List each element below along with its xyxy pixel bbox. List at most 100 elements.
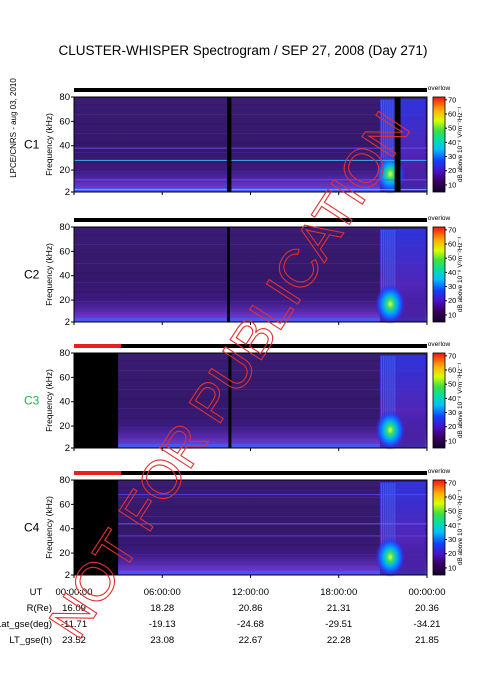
- colorbar: [432, 352, 446, 449]
- y-tick-label: 80: [59, 348, 70, 359]
- spacecraft-label: C2: [24, 268, 40, 282]
- emission-peak: [375, 537, 406, 577]
- colorbar-tick-label: 50: [448, 507, 456, 516]
- ephemeris-value: -11.71: [61, 619, 87, 630]
- y-tick-label: 2: [65, 187, 70, 198]
- panel-c3: overlow 2 20 40 60 80 Frequency (kHz) C3 10 20 30 4…: [24, 341, 464, 454]
- y-tick-label: 20: [59, 295, 70, 306]
- ephemeris-row-label: LT_gse(h): [9, 635, 52, 646]
- ephemeris-row-label: Lat_gse(deg): [0, 619, 52, 630]
- low-freq-band: [74, 553, 427, 575]
- ephemeris-value: 18.28: [150, 603, 174, 614]
- y-axis-label: Frequency (kHz): [44, 243, 54, 306]
- status-label: overlow: [428, 215, 451, 222]
- y-axis-label: Frequency (kHz): [44, 496, 54, 559]
- y-tick-label: 60: [59, 372, 70, 383]
- ephemeris-value: -19.13: [149, 619, 176, 630]
- y-axis-label: Frequency (kHz): [44, 113, 54, 176]
- ephemeris-row-label: R(Re): [27, 603, 52, 614]
- spacecraft-label: C1: [24, 138, 40, 152]
- status-bar: [74, 88, 427, 92]
- ephemeris-value: 23.08: [150, 635, 174, 646]
- y-tick-label: 20: [59, 548, 70, 559]
- ephemeris-value: 20.36: [415, 603, 439, 614]
- colorbar: [432, 96, 446, 193]
- y-tick-label: 2: [65, 443, 70, 454]
- chart-title: CLUSTER-WHISPER Spectrogram / SEP 27, 20…: [59, 43, 428, 58]
- ephemeris-value: 00:00:00: [409, 587, 446, 598]
- floor-emission: [74, 571, 427, 575]
- colorbar-tick-label: 40: [448, 521, 456, 530]
- colorbar-label: dB above 10⁻⁸ V²m⁻²Hz⁻¹: [457, 489, 464, 565]
- y-tick-label: 40: [59, 397, 70, 408]
- data-gap: [226, 97, 232, 192]
- colorbar-tick-label: 10: [448, 180, 456, 189]
- y-tick-label: 60: [59, 499, 70, 510]
- colorbar-tick-label: 50: [448, 380, 456, 389]
- colorbar-tick-label: 50: [448, 254, 456, 263]
- colorbar-tick-label: 10: [448, 563, 456, 572]
- data-gap: [226, 227, 230, 322]
- colorbar-label: dB above 10⁻⁸ V²m⁻²Hz⁻¹: [457, 106, 464, 182]
- y-tick-label: 60: [59, 246, 70, 257]
- panels: overlow 2 20 40 60 80 Frequency (kHz) C1 10 20 30 4…: [24, 85, 464, 581]
- panel-c1: overlow 2 20 40 60 80 Frequency (kHz) C1 10 20 30 4…: [24, 85, 464, 198]
- data-gap: [74, 353, 119, 448]
- colorbar-tick-label: 60: [448, 493, 456, 502]
- ephemeris-value: 22.28: [327, 635, 351, 646]
- ephemeris-value: 00:00:00: [56, 587, 93, 598]
- ephemeris-value: -24.68: [237, 619, 264, 630]
- y-axis-label: Frequency (kHz): [44, 369, 54, 432]
- y-tick-label: 40: [59, 271, 70, 282]
- y-tick-label: 40: [59, 141, 70, 152]
- status-label: overlow: [428, 468, 451, 475]
- colorbar-tick-label: 20: [448, 166, 456, 175]
- ephemeris-value: 23.52: [62, 635, 86, 646]
- spacecraft-label: C4: [24, 521, 40, 535]
- y-tick-label: 60: [59, 116, 70, 127]
- ephemeris-value: 21.31: [327, 603, 351, 614]
- panel-c4: overlow 2 20 40 60 80 Frequency (kHz) C4 10 20 30 4…: [24, 468, 464, 581]
- ephemeris-value: -34.21: [414, 619, 441, 630]
- data-gap: [228, 353, 232, 448]
- status-label: overlow: [428, 85, 451, 92]
- colorbar-tick-label: 30: [448, 535, 456, 544]
- y-tick-label: 2: [65, 570, 70, 581]
- colorbar-tick-label: 20: [448, 422, 456, 431]
- colorbar-tick-label: 50: [448, 124, 456, 133]
- colorbar-tick-label: 40: [448, 268, 456, 277]
- colorbar-tick-label: 60: [448, 366, 456, 375]
- y-tick-label: 80: [59, 475, 70, 486]
- ephemeris-value: 12:00:00: [232, 587, 269, 598]
- colorbar-tick-label: 70: [448, 95, 456, 104]
- y-tick-label: 20: [59, 421, 70, 432]
- panel-c2: overlow 2 20 40 60 80 Frequency (kHz) C2 10 20 30 4…: [24, 215, 464, 328]
- status-bar-flag: [74, 471, 122, 475]
- colorbar-tick-label: 10: [448, 310, 456, 319]
- colorbar-tick-label: 60: [448, 240, 456, 249]
- colorbar-tick-label: 20: [448, 296, 456, 305]
- spacecraft-label: C3: [24, 394, 40, 408]
- colorbar-label: dB above 10⁻⁸ V²m⁻²Hz⁻¹: [457, 362, 464, 438]
- status-bar: [74, 471, 427, 475]
- colorbar-tick-label: 70: [448, 351, 456, 360]
- ephemeris-value: 16.09: [62, 603, 86, 614]
- y-tick-label: 80: [59, 222, 70, 233]
- status-label: overlow: [428, 341, 451, 348]
- floor-emission: [74, 318, 427, 322]
- ephemeris-row-label: UT: [30, 587, 43, 598]
- colorbar-tick-label: 70: [448, 478, 456, 487]
- status-bar: [74, 344, 427, 348]
- low-freq-band: [74, 426, 427, 448]
- colorbar: [432, 226, 446, 323]
- colorbar-tick-label: 60: [448, 110, 456, 119]
- ephemeris-value: 20.86: [239, 603, 263, 614]
- colorbar-tick-label: 30: [448, 408, 456, 417]
- floor-emission: [74, 444, 427, 448]
- status-bar: [74, 218, 427, 222]
- ephemeris-value: -29.51: [325, 619, 352, 630]
- colorbar-tick-label: 20: [448, 549, 456, 558]
- ephemeris-value: 21.85: [415, 635, 439, 646]
- y-tick-label: 2: [65, 317, 70, 328]
